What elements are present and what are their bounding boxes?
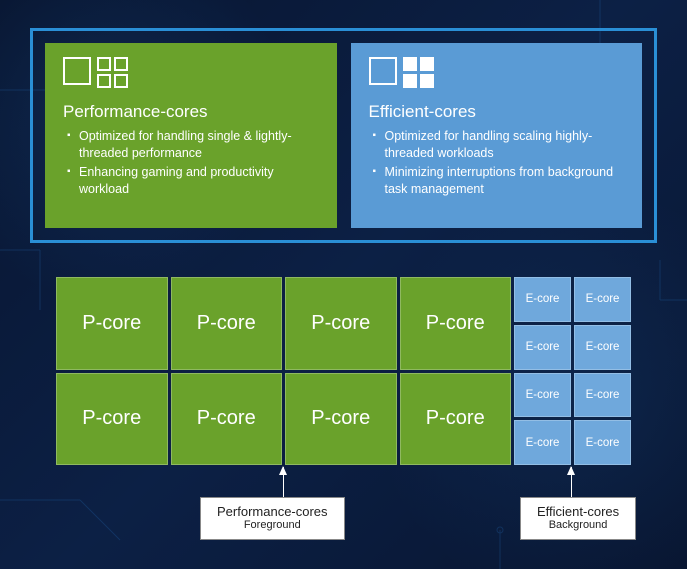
e-core-icon (369, 57, 625, 88)
performance-card-bullets: Optimized for handling single & lightly-… (63, 128, 319, 198)
e-core-cell: E-core (574, 420, 631, 465)
e-core-cell: E-core (574, 325, 631, 370)
p-core-cell: P-core (171, 277, 283, 370)
efficient-callout-sub: Background (537, 519, 619, 531)
p-cores-region: P-coreP-coreP-coreP-coreP-coreP-coreP-co… (56, 277, 511, 465)
p-core-cell: P-core (400, 277, 512, 370)
performance-callout-sub: Foreground (217, 519, 328, 531)
efficient-callout: Efficient-cores Background (520, 497, 636, 540)
p-core-cell: P-core (285, 373, 397, 466)
performance-bullet: Enhancing gaming and productivity worklo… (67, 164, 319, 198)
performance-card: Performance-cores Optimized for handling… (45, 43, 337, 228)
info-cards-container: Performance-cores Optimized for handling… (30, 28, 657, 243)
p-core-cell: P-core (400, 373, 512, 466)
performance-bullet: Optimized for handling single & lightly-… (67, 128, 319, 162)
efficient-card: Efficient-cores Optimized for handling s… (351, 43, 643, 228)
e-core-cell: E-core (514, 420, 571, 465)
performance-callout: Performance-cores Foreground (200, 497, 345, 540)
efficient-card-title: Efficient-cores (369, 102, 625, 122)
performance-callout-title: Performance-cores (217, 504, 328, 519)
efficient-bullet: Minimizing interruptions from background… (373, 164, 625, 198)
arrow-to-pcores (283, 467, 284, 497)
p-core-icon (63, 57, 319, 88)
core-grid: P-coreP-coreP-coreP-coreP-coreP-coreP-co… (56, 277, 631, 465)
p-core-cell: P-core (285, 277, 397, 370)
performance-card-title: Performance-cores (63, 102, 319, 122)
e-core-cell: E-core (514, 277, 571, 322)
efficient-bullet: Optimized for handling scaling highly-th… (373, 128, 625, 162)
p-core-cell: P-core (56, 277, 168, 370)
p-core-cell: P-core (56, 373, 168, 466)
e-core-cell: E-core (514, 325, 571, 370)
e-cores-region: E-coreE-coreE-coreE-coreE-coreE-coreE-co… (514, 277, 631, 465)
efficient-callout-title: Efficient-cores (537, 504, 619, 519)
e-core-cell: E-core (574, 277, 631, 322)
efficient-card-bullets: Optimized for handling scaling highly-th… (369, 128, 625, 198)
e-core-cell: E-core (574, 373, 631, 418)
arrow-to-ecores (571, 467, 572, 497)
e-core-cell: E-core (514, 373, 571, 418)
p-core-cell: P-core (171, 373, 283, 466)
